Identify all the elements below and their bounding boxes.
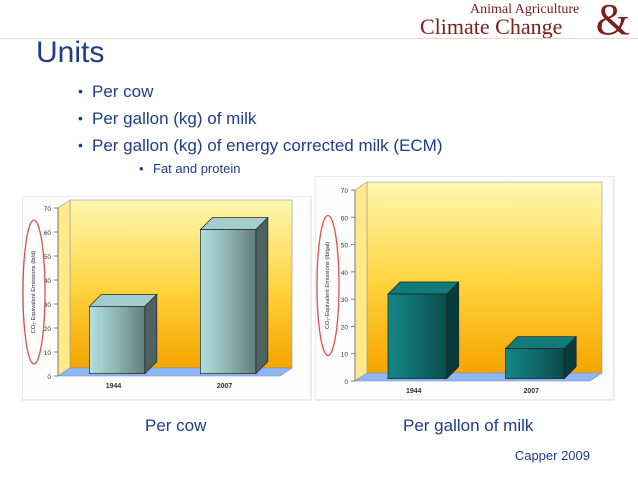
x-tick-label: 2007	[523, 388, 539, 395]
y-tick-label: 50	[44, 254, 52, 261]
caption-per-gallon: Per gallon of milk	[403, 416, 534, 435]
bar-side	[446, 281, 460, 380]
caption-per-cow: Per cow	[145, 416, 207, 435]
x-tick-label: 1944	[406, 388, 422, 395]
bullet-item: Per gallon (kg) of milk	[78, 105, 443, 132]
bar-side	[255, 216, 269, 375]
slide-title: Units	[36, 36, 105, 69]
x-tick-label: 2007	[217, 383, 233, 390]
y-tick-label: 0	[47, 374, 51, 381]
y-tick-label: 60	[341, 215, 349, 222]
chart-per-cow: 0 10 20 30 40 50 60 70 CO₂-Equivalent Emissions …	[22, 196, 312, 401]
y-axis-label: CO₂-Equivalent Emissions (lb/d)	[31, 251, 37, 334]
header-divider	[0, 38, 638, 39]
bar	[387, 293, 448, 379]
highlight-ellipse	[316, 214, 340, 357]
chart-side-wall	[354, 181, 368, 382]
y-tick-label: 0	[344, 379, 348, 386]
y-tick-label: 40	[44, 278, 52, 285]
citation: Capper 2009	[514, 448, 590, 463]
sub-bullet: Fat and protein	[139, 161, 241, 176]
bar	[88, 306, 146, 374]
bar-side	[144, 293, 158, 375]
bar	[505, 348, 565, 379]
y-tick-label: 30	[341, 297, 349, 304]
y-tick-label: 60	[44, 230, 52, 237]
logo-ampersand: &	[595, 0, 630, 44]
y-tick-label: 70	[44, 206, 52, 213]
bullet-list: Per cow Per gallon (kg) of milk Per gall…	[78, 78, 443, 159]
y-tick-label: 20	[44, 326, 52, 333]
logo-line-2: Climate Change	[420, 14, 563, 39]
y-tick-label: 70	[341, 188, 349, 195]
y-tick-label: 10	[341, 352, 349, 359]
x-tick-label: 1944	[106, 383, 122, 390]
highlight-ellipse	[22, 219, 46, 365]
chart-side-wall	[57, 199, 71, 377]
bullet-item: Per cow	[78, 78, 443, 105]
y-axis-label: CO₂-Equivalent Emissions (lb/gal)	[325, 242, 331, 329]
y-tick-label: 20	[341, 324, 349, 331]
brand-logo: Animal Agriculture Climate Change &	[420, 0, 630, 44]
bar	[200, 229, 257, 374]
bullet-item: Per gallon (kg) of energy corrected milk…	[78, 132, 442, 159]
y-tick-label: 10	[44, 350, 52, 357]
y-tick-label: 30	[44, 302, 52, 309]
chart-per-gallon: 0 10 20 30 40 50 60 70 CO₂-Equivalent Emissions …	[315, 176, 615, 401]
logo-line-1: Animal Agriculture	[470, 2, 580, 17]
y-tick-label: 50	[341, 243, 349, 250]
y-tick-label: 40	[341, 270, 349, 277]
